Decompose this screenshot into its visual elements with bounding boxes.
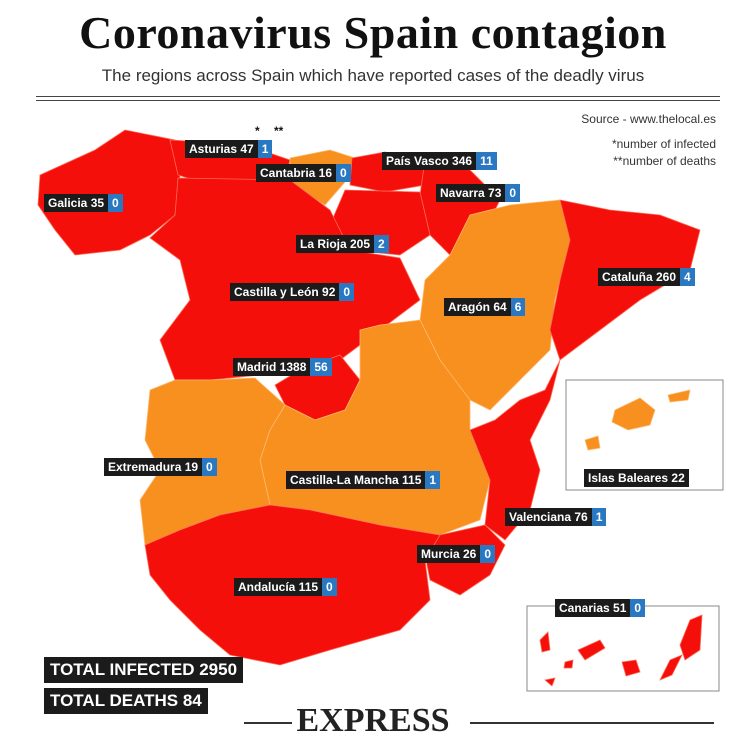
island-tenerife <box>577 639 606 661</box>
label-pais-vasco: País Vasco 346 11 <box>382 152 497 170</box>
label-cantabria: Cantabria 16 0 <box>256 164 351 182</box>
label-valenciana: Valenciana 76 1 <box>505 508 607 526</box>
title-divider <box>36 96 720 97</box>
label-andalucia: Andalucía 115 0 <box>234 578 337 596</box>
legend-deaths-marker: ** <box>274 124 284 138</box>
island-gran-canaria <box>621 659 641 677</box>
legend-infected-marker: * <box>255 124 260 138</box>
total-infected: TOTAL INFECTED 2950 <box>44 657 244 683</box>
island-menorca <box>667 389 691 403</box>
legend-infected-note: *number of infected <box>611 137 716 151</box>
island-el-hierro <box>544 677 556 687</box>
brand-logo: EXPRESS <box>296 702 450 739</box>
label-extremadura: Extremadura 19 0 <box>104 458 217 476</box>
brand-line-left <box>244 722 292 724</box>
island-fuerteventura <box>659 654 683 681</box>
island-mallorca <box>611 397 656 431</box>
label-aragon: Aragón 64 6 <box>444 298 526 316</box>
brand-line-right <box>470 722 714 724</box>
label-madrid: Madrid 1388 56 <box>233 358 332 376</box>
island-la-gomera <box>563 659 574 669</box>
legend-deaths-note: **number of deaths <box>613 154 716 168</box>
label-navarra: Navarra 73 0 <box>436 184 521 202</box>
label-asturias: Asturias 47 1 <box>185 140 273 158</box>
island-ibiza <box>584 435 601 451</box>
label-castilla-la-mancha: Castilla-La Mancha 115 1 <box>286 471 441 489</box>
page-subtitle: The regions across Spain which have repo… <box>101 66 645 85</box>
source-note: Source - www.thelocal.es <box>581 112 716 126</box>
page-title: Coronavirus Spain contagion <box>79 7 667 58</box>
island-la-palma <box>539 631 551 653</box>
label-galicia: Galicia 35 0 <box>44 194 123 212</box>
label-islas-baleares: Islas Baleares 22 <box>584 469 689 487</box>
total-deaths: TOTAL DEATHS 84 <box>44 688 208 714</box>
label-cataluna: Cataluña 260 4 <box>598 268 695 286</box>
label-canarias: Canarias 51 0 <box>555 599 646 617</box>
title-divider-2 <box>36 100 720 101</box>
region-galicia <box>37 129 181 256</box>
island-lanzarote <box>679 614 703 661</box>
label-castilla-y-leon: Castilla y León 92 0 <box>230 283 355 301</box>
label-murcia: Murcia 26 0 <box>417 545 496 563</box>
label-la-rioja: La Rioja 205 2 <box>296 235 389 253</box>
